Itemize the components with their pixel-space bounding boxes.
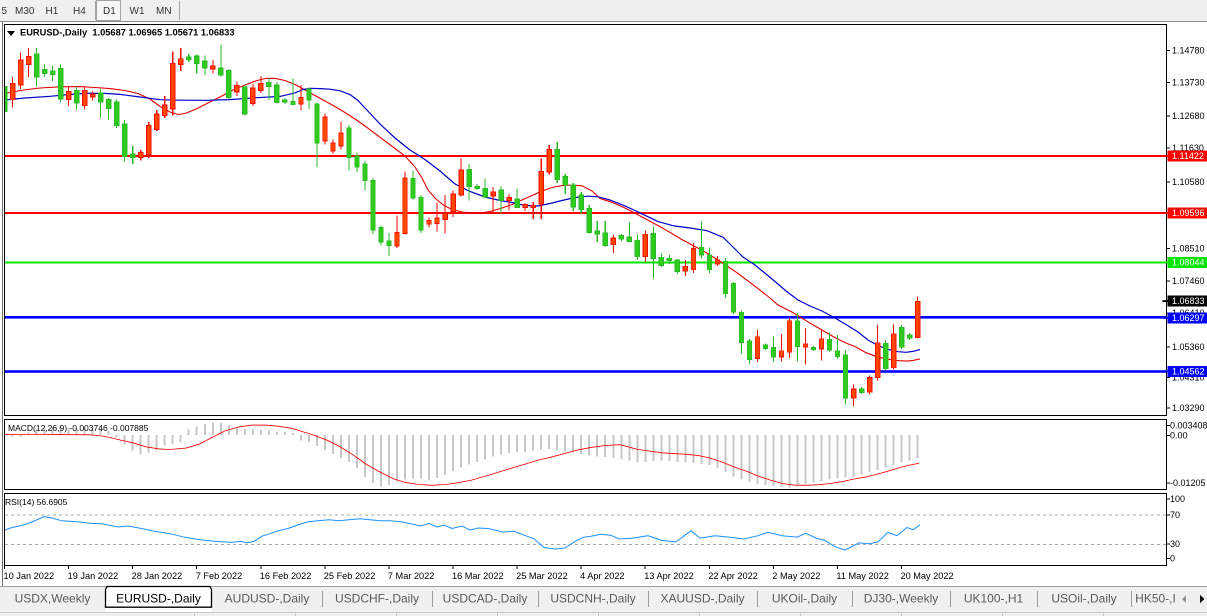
svg-text:USDCAD-,Daily: USDCAD-,Daily [443, 592, 528, 606]
svg-text:MN: MN [156, 6, 172, 17]
svg-text:0.00: 0.00 [1170, 431, 1188, 441]
svg-text:H1: H1 [46, 6, 59, 17]
svg-text:1.06297: 1.06297 [1172, 313, 1205, 323]
svg-text:1.08510: 1.08510 [1172, 243, 1205, 253]
svg-text:MACD(12,26,9) -0.003746 -0.007: MACD(12,26,9) -0.003746 -0.007885 [8, 423, 149, 433]
svg-text:0.003408: 0.003408 [1170, 420, 1207, 430]
svg-text:11 May 2022: 11 May 2022 [836, 571, 888, 581]
svg-text:20 May 2022: 20 May 2022 [901, 571, 954, 581]
svg-text:USDCHF-,Daily: USDCHF-,Daily [335, 592, 419, 606]
svg-text:1.05360: 1.05360 [1172, 342, 1205, 352]
svg-text:100: 100 [1170, 494, 1185, 504]
svg-text:1.11630: 1.11630 [1172, 143, 1204, 153]
svg-text:EURUSD-,Daily: EURUSD-,Daily [116, 592, 201, 606]
svg-text:13 Apr 2022: 13 Apr 2022 [644, 571, 694, 581]
svg-text:28 Jan 2022: 28 Jan 2022 [132, 571, 183, 581]
svg-text:UK100-,H1: UK100-,H1 [964, 592, 1024, 606]
svg-text:H4: H4 [73, 6, 86, 17]
svg-text:1.14780: 1.14780 [1172, 45, 1205, 55]
svg-text:1.06833: 1.06833 [1172, 296, 1205, 306]
svg-text:W1: W1 [130, 6, 145, 17]
svg-text:1.11422: 1.11422 [1172, 151, 1204, 161]
svg-text:1.10580: 1.10580 [1172, 177, 1205, 187]
svg-text:XAUUSD-,Daily: XAUUSD-,Daily [660, 592, 744, 606]
svg-text:USDX,Weekly: USDX,Weekly [15, 592, 91, 606]
svg-text:4 Apr 2022: 4 Apr 2022 [580, 571, 624, 581]
svg-text:16 Feb 2022: 16 Feb 2022 [260, 571, 312, 581]
svg-text:-0.01205: -0.01205 [1170, 478, 1206, 488]
svg-text:UKOil-,Daily: UKOil-,Daily [772, 592, 837, 606]
svg-text:DJ30-,Weekly: DJ30-,Weekly [864, 592, 938, 606]
svg-text:25 Mar 2022: 25 Mar 2022 [516, 571, 568, 581]
svg-text:1.07460: 1.07460 [1172, 276, 1205, 286]
svg-text:16 Mar 2022: 16 Mar 2022 [452, 571, 504, 581]
svg-text:2 May 2022: 2 May 2022 [772, 571, 820, 581]
svg-text:0: 0 [1170, 553, 1175, 563]
svg-text:10 Jan 2022: 10 Jan 2022 [4, 571, 55, 581]
svg-text:1.13730: 1.13730 [1172, 78, 1205, 88]
svg-text:22 Apr 2022: 22 Apr 2022 [708, 571, 758, 581]
svg-text:1.04310: 1.04310 [1172, 372, 1205, 382]
svg-text:25 Feb 2022: 25 Feb 2022 [324, 571, 376, 581]
svg-text:D1: D1 [103, 6, 116, 17]
svg-text:AUDUSD-,Daily: AUDUSD-,Daily [225, 592, 310, 606]
svg-text:HK50-,I: HK50-,I [1135, 592, 1176, 606]
svg-text:5: 5 [2, 6, 8, 17]
svg-text:7 Mar 2022: 7 Mar 2022 [388, 571, 434, 581]
svg-text:30: 30 [1170, 539, 1180, 549]
svg-text:RSI(14) 56.6905: RSI(14) 56.6905 [5, 497, 68, 507]
svg-text:19 Jan 2022: 19 Jan 2022 [68, 571, 119, 581]
svg-text:7 Feb 2022: 7 Feb 2022 [196, 571, 243, 581]
svg-text:1.08044: 1.08044 [1172, 258, 1205, 268]
svg-text:USDCNH-,Daily: USDCNH-,Daily [550, 592, 635, 606]
svg-text:1.09596: 1.09596 [1172, 208, 1205, 218]
svg-text:1.12680: 1.12680 [1172, 111, 1205, 121]
svg-text:1.03290: 1.03290 [1172, 403, 1205, 413]
svg-text:M30: M30 [15, 6, 35, 17]
svg-text:USOil-,Daily: USOil-,Daily [1051, 592, 1116, 606]
svg-text:1.04562: 1.04562 [1172, 367, 1205, 377]
svg-text:70: 70 [1170, 510, 1180, 520]
svg-text:EURUSD-,Daily 1.05687 1.06965: EURUSD-,Daily 1.05687 1.06965 1.05671 1.… [20, 28, 235, 38]
